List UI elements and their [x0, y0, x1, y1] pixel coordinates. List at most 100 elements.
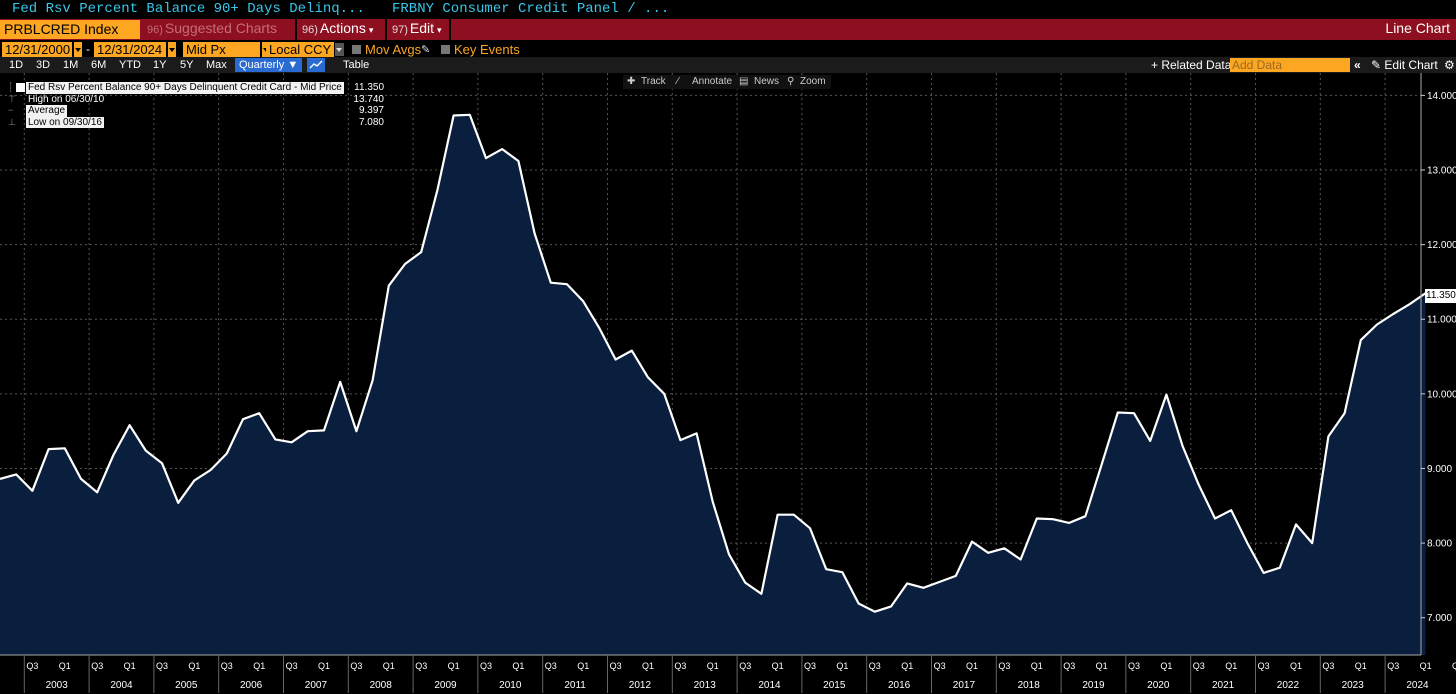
- range-ytd-button[interactable]: YTD: [119, 59, 141, 71]
- x-quarter-label: Q3: [545, 661, 557, 671]
- x-year-label: 2005: [175, 680, 198, 691]
- periodicity-select[interactable]: Quarterly ▼: [235, 58, 303, 72]
- x-year-label: 2019: [1082, 680, 1105, 691]
- x-year-label: 2013: [694, 680, 717, 691]
- x-year-label: 2008: [370, 680, 393, 691]
- actions-menu-button[interactable]: 96) Actions ▾: [299, 19, 376, 40]
- ticker-field[interactable]: PRBLCRED Index: [0, 20, 140, 39]
- legend-marker-icon: ┊: [8, 82, 14, 92]
- x-quarter-label: Q3: [804, 661, 816, 671]
- range-1m-button[interactable]: 1M: [63, 59, 79, 71]
- x-quarter-label: Q1: [318, 661, 330, 671]
- edit-chart-button[interactable]: ✎ Edit Chart: [1371, 58, 1438, 72]
- chevron-down-icon: ▾: [437, 25, 442, 35]
- x-quarter-label: Q1: [512, 661, 524, 671]
- suggested-charts-button[interactable]: 96) Suggested Charts: [144, 19, 280, 40]
- x-quarter-label: Q3: [156, 661, 168, 671]
- mov-avgs-checkbox[interactable]: [352, 45, 361, 54]
- zoom-icon[interactable]: ⚲: [787, 76, 795, 87]
- pencil-icon[interactable]: ✎: [421, 44, 431, 56]
- x-year-label: 2022: [1277, 680, 1300, 691]
- mov-avgs-label[interactable]: Mov Avgs: [365, 42, 422, 57]
- x-quarter-label: Q3: [26, 661, 38, 671]
- x-quarter-label: Q1: [772, 661, 784, 671]
- currency-select[interactable]: Local CCY: [266, 42, 334, 57]
- news-button[interactable]: News: [754, 76, 780, 87]
- range-1d-button[interactable]: 1D: [9, 59, 24, 71]
- legend-high-row[interactable]: ⊤ High on 06/30/10 13.740: [6, 94, 388, 106]
- command-bar: PRBLCRED Index 96) Suggested Charts 96) Ac…: [0, 19, 1456, 40]
- command-divider: [385, 19, 387, 40]
- x-quarter-label: Q1: [188, 661, 200, 671]
- x-year-label: 2018: [1018, 680, 1041, 691]
- crosshair-icon[interactable]: ✚: [627, 76, 636, 87]
- x-quarter-label: Q1: [1160, 661, 1172, 671]
- range-6m-button[interactable]: 6M: [91, 59, 107, 71]
- legend-series-row[interactable]: ┊ Fed Rsv Percent Balance 90+ Days Delin…: [6, 82, 388, 94]
- legend-average-row[interactable]: − Average 9.397: [6, 105, 388, 117]
- x-quarter-label: Q3: [1193, 661, 1205, 671]
- y-tick-label: 9.000: [1427, 464, 1452, 475]
- legend-average-label: Average: [26, 105, 68, 117]
- zoom-button[interactable]: Zoom: [800, 76, 826, 87]
- related-data-button[interactable]: + Related Data: [1151, 58, 1232, 72]
- x-quarter-label: Q3: [1322, 661, 1334, 671]
- start-date-field[interactable]: 12/31/2000: [2, 42, 72, 57]
- range-5y-button[interactable]: 5Y: [180, 59, 194, 71]
- range-max-button[interactable]: Max: [206, 59, 227, 71]
- end-date-dropdown[interactable]: [167, 42, 176, 57]
- y-tick-label: 7.000: [1427, 613, 1452, 624]
- chart-canvas[interactable]: 7.000 8.000 9.000 10.000 11.000 12.000 13.000 1…: [0, 73, 1456, 694]
- line-chart-icon[interactable]: [307, 58, 325, 72]
- end-date-field[interactable]: 12/31/2024: [94, 42, 166, 57]
- edit-menu-button[interactable]: 97) Edit ▾: [389, 19, 445, 40]
- currency-dropdown[interactable]: [335, 43, 344, 56]
- range-3d-button[interactable]: 3D: [36, 59, 51, 71]
- edit-number: 97): [392, 24, 408, 36]
- actions-label: Actions: [319, 20, 366, 36]
- legend-high-label: High on 06/30/10: [28, 93, 105, 105]
- legend-low-value: 7.080: [358, 116, 384, 128]
- x-quarter-label: Q3: [350, 661, 362, 671]
- source-title: FRBNY Consumer Credit Panel / ...: [392, 1, 670, 17]
- gear-icon[interactable]: ⚙: [1444, 58, 1455, 72]
- x-quarter-label: Q1: [1031, 661, 1043, 671]
- x-year-label: 2023: [1342, 680, 1365, 691]
- annotate-icon[interactable]: ⁄: [677, 76, 679, 87]
- legend-low-label: Low on 09/30/16: [26, 116, 104, 128]
- table-button[interactable]: Table: [343, 59, 370, 71]
- legend-low-row[interactable]: ⊥ Low on 09/30/16 7.080: [6, 116, 388, 128]
- x-quarter-label: Q1: [1096, 661, 1108, 671]
- x-quarter-label: Q3: [934, 661, 946, 671]
- x-quarter-label: Q1: [1225, 661, 1237, 671]
- start-date-dropdown[interactable]: [73, 42, 82, 57]
- key-events-label[interactable]: Key Events: [454, 42, 520, 57]
- periodicity-label: Quarterly: [239, 59, 285, 71]
- chart-area[interactable]: 7.000 8.000 9.000 10.000 11.000 12.000 13.000 1…: [0, 73, 1456, 694]
- series-area: [0, 114, 1426, 656]
- chevron-down-icon: ▾: [368, 25, 374, 35]
- x-quarter-label: Q1: [707, 661, 719, 671]
- key-events-checkbox[interactable]: [441, 45, 450, 54]
- x-quarter-label: Q3: [286, 661, 298, 671]
- annotate-button[interactable]: Annotate: [692, 76, 733, 87]
- x-quarter-label: Q1: [59, 661, 71, 671]
- collapse-icon[interactable]: «: [1354, 58, 1361, 72]
- x-quarter-label: Q3: [674, 661, 686, 671]
- x-quarter-label: Q3: [1128, 661, 1140, 671]
- x-quarter-label: Q3: [998, 661, 1010, 671]
- x-quarter-label: Q1: [1355, 661, 1367, 671]
- add-data-input[interactable]: Add Data: [1230, 58, 1350, 72]
- price-field-select[interactable]: Mid Px: [183, 42, 260, 57]
- track-button[interactable]: Track: [641, 76, 666, 87]
- y-tick-label: 13.000: [1427, 166, 1456, 177]
- x-quarter-label: Q3: [1063, 661, 1075, 671]
- x-quarter-label: Q3: [415, 661, 427, 671]
- window-title-bar: Fed Rsv Percent Balance 90+ Days Delinq.…: [0, 0, 1456, 19]
- options-bar: 12/31/2000 - 12/31/2024 Mid Px Local CCY…: [0, 41, 1456, 58]
- edit-label: Edit: [409, 20, 435, 36]
- x-year-label: 2016: [888, 680, 911, 691]
- news-icon[interactable]: ▤: [739, 76, 749, 87]
- range-1y-button[interactable]: 1Y: [153, 59, 167, 71]
- x-quarter-label: Q1: [577, 661, 589, 671]
